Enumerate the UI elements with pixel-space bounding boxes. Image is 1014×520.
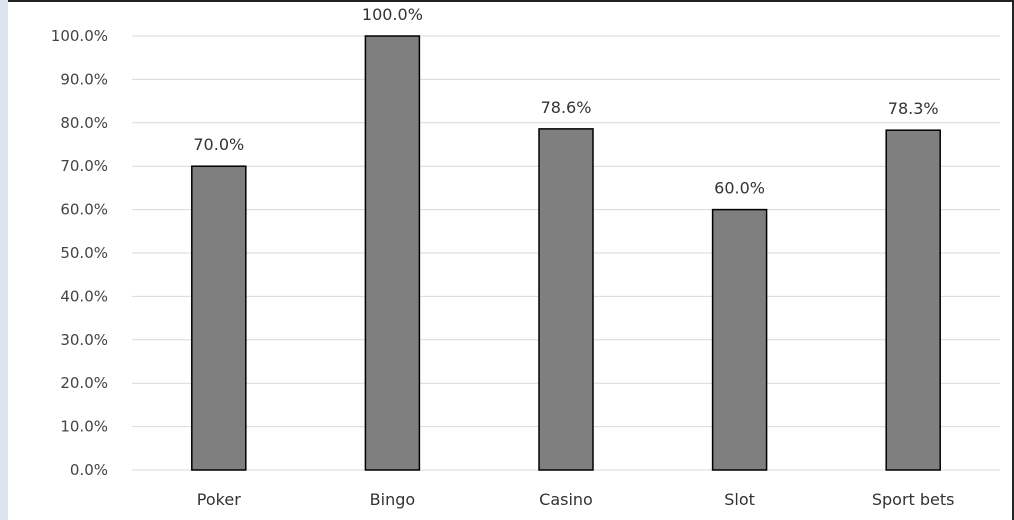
bar-sport-bets (885, 129, 941, 471)
left-edge-strip (0, 0, 8, 520)
bar-slot (711, 208, 768, 471)
data-label: 100.0% (362, 5, 423, 24)
bar-bingo (364, 35, 421, 471)
category-label: Casino (539, 490, 593, 509)
y-tick-label: 20.0% (60, 374, 108, 392)
y-tick-label: 40.0% (60, 287, 108, 305)
x-axis-category-labels: Poker Bingo Casino Slot Sport bets (197, 490, 955, 509)
bar-poker (191, 165, 247, 471)
y-axis-tick-labels: 0.0% 10.0% 20.0% 30.0% 40.0% 50.0% 60.0% 70.0% 8… (51, 27, 108, 479)
y-tick-label: 100.0% (51, 27, 108, 45)
y-tick-label: 90.0% (60, 70, 108, 88)
data-label: 78.6% (541, 98, 592, 117)
bar-casino (538, 128, 594, 471)
data-label: 78.3% (888, 99, 939, 118)
right-border (1012, 0, 1014, 520)
y-tick-label: 0.0% (70, 461, 108, 479)
y-tick-label: 50.0% (60, 244, 108, 262)
data-label: 70.0% (193, 135, 244, 154)
y-tick-label: 60.0% (60, 201, 108, 219)
y-tick-label: 10.0% (60, 418, 108, 436)
y-tick-label: 30.0% (60, 331, 108, 349)
category-label: Slot (724, 490, 755, 509)
y-tick-label: 70.0% (60, 157, 108, 175)
bars (191, 35, 941, 471)
data-labels: 70.0% 100.0% 78.6% 60.0% 78.3% (193, 5, 938, 198)
y-tick-label: 80.0% (60, 114, 108, 132)
data-label: 60.0% (714, 179, 765, 198)
category-label: Sport bets (872, 490, 955, 509)
category-label: Bingo (370, 490, 416, 509)
top-border (8, 0, 1014, 2)
category-label: Poker (197, 490, 241, 509)
